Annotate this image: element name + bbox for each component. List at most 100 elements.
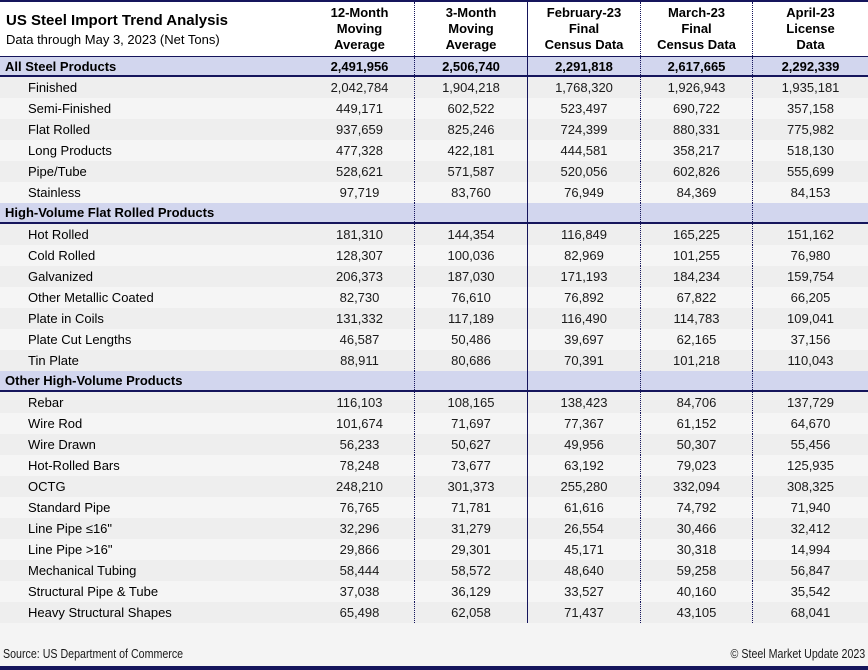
cell-value: 80,686 bbox=[415, 350, 528, 371]
table-row: Mechanical Tubing 58,444 58,572 48,640 5… bbox=[0, 560, 868, 581]
table-row: Hot Rolled 181,310 144,354 116,849 165,2… bbox=[0, 224, 868, 245]
cell-value: 33,527 bbox=[528, 581, 641, 602]
cell-value: 825,246 bbox=[415, 119, 528, 140]
cell-value: 117,189 bbox=[415, 308, 528, 329]
cell-value: 84,706 bbox=[641, 392, 753, 413]
cell-value: 50,627 bbox=[415, 434, 528, 455]
row-label: Line Pipe ≤16" bbox=[28, 521, 113, 536]
cell-value: 1,904,218 bbox=[415, 77, 528, 98]
table-row: Structural Pipe & Tube 37,038 36,129 33,… bbox=[0, 581, 868, 602]
cell-value: 602,826 bbox=[641, 161, 753, 182]
cell-value: 131,332 bbox=[305, 308, 415, 329]
cell-value bbox=[641, 371, 753, 390]
cell-value: 477,328 bbox=[305, 140, 415, 161]
table-row: Galvanized 206,373 187,030 171,193 184,2… bbox=[0, 266, 868, 287]
footer-source: Source: US Department of Commerce bbox=[3, 646, 184, 661]
table-row: Semi-Finished 449,171 602,522 523,497 69… bbox=[0, 98, 868, 119]
cell-value: 2,291,818 bbox=[528, 57, 641, 75]
cell-value: 128,307 bbox=[305, 245, 415, 266]
cell-value: 97,719 bbox=[305, 182, 415, 203]
cell-value: 88,911 bbox=[305, 350, 415, 371]
row-label: High-Volume Flat Rolled Products bbox=[5, 205, 215, 220]
row-label: Semi-Finished bbox=[28, 101, 112, 116]
cell-value: 31,279 bbox=[415, 518, 528, 539]
cell-value: 255,280 bbox=[528, 476, 641, 497]
cell-value: 101,218 bbox=[641, 350, 753, 371]
cell-value: 48,640 bbox=[528, 560, 641, 581]
table-row: Hot-Rolled Bars 78,248 73,677 63,192 79,… bbox=[0, 455, 868, 476]
cell-value: 64,670 bbox=[790, 416, 831, 431]
cell-value: 43,105 bbox=[641, 602, 753, 623]
table-row: Rebar 116,103 108,165 138,423 84,706 137… bbox=[0, 392, 868, 413]
table-row: Standard Pipe 76,765 71,781 61,616 74,79… bbox=[0, 497, 868, 518]
cell-value: 76,765 bbox=[305, 497, 415, 518]
cell-value: 301,373 bbox=[415, 476, 528, 497]
cell-value: 55,456 bbox=[790, 437, 831, 452]
cell-value: 62,058 bbox=[415, 602, 528, 623]
cell-value: 56,847 bbox=[790, 563, 831, 578]
cell-value: 1,768,320 bbox=[528, 77, 641, 98]
cell-value: 76,892 bbox=[528, 287, 641, 308]
cell-value: 2,617,665 bbox=[641, 57, 753, 75]
cell-value: 571,587 bbox=[415, 161, 528, 182]
cell-value: 1,935,181 bbox=[781, 80, 840, 95]
column-header-february-23-final-census: February-23 Final Census Data bbox=[528, 2, 641, 56]
cell-value: 79,023 bbox=[641, 455, 753, 476]
cell-value: 520,056 bbox=[528, 161, 641, 182]
cell-value: 82,969 bbox=[528, 245, 641, 266]
cell-value: 70,391 bbox=[528, 350, 641, 371]
cell-value: 62,165 bbox=[641, 329, 753, 350]
cell-value: 50,486 bbox=[415, 329, 528, 350]
cell-value bbox=[753, 371, 868, 390]
table-row: Tin Plate 88,911 80,686 70,391 101,218 1… bbox=[0, 350, 868, 371]
cell-value: 880,331 bbox=[641, 119, 753, 140]
cell-value: 71,781 bbox=[415, 497, 528, 518]
row-label: Standard Pipe bbox=[28, 500, 111, 515]
cell-value: 26,554 bbox=[528, 518, 641, 539]
cell-value: 77,367 bbox=[528, 413, 641, 434]
row-label: Hot-Rolled Bars bbox=[28, 458, 120, 473]
cell-value: 46,587 bbox=[305, 329, 415, 350]
row-label: Wire Drawn bbox=[28, 437, 96, 452]
cell-value: 68,041 bbox=[790, 605, 831, 620]
cell-value: 165,225 bbox=[641, 224, 753, 245]
cell-value: 66,205 bbox=[790, 290, 831, 305]
page-subtitle: Data through May 3, 2023 (Net Tons) bbox=[6, 31, 220, 47]
cell-value: 332,094 bbox=[641, 476, 753, 497]
cell-value: 84,153 bbox=[790, 185, 831, 200]
row-label: OCTG bbox=[28, 479, 66, 494]
table-row: All Steel Products 2,491,956 2,506,740 2… bbox=[0, 56, 868, 77]
row-label: Rebar bbox=[28, 395, 64, 410]
cell-value: 187,030 bbox=[415, 266, 528, 287]
cell-value: 159,754 bbox=[787, 269, 834, 284]
cell-value: 29,866 bbox=[305, 539, 415, 560]
page-title: US Steel Import Trend Analysis bbox=[6, 11, 229, 29]
cell-value: 61,616 bbox=[528, 497, 641, 518]
cell-value: 206,373 bbox=[305, 266, 415, 287]
cell-value: 32,296 bbox=[305, 518, 415, 539]
cell-value: 78,248 bbox=[305, 455, 415, 476]
table-row: Finished 2,042,784 1,904,218 1,768,320 1… bbox=[0, 77, 868, 98]
table-row: OCTG 248,210 301,373 255,280 332,094 308… bbox=[0, 476, 868, 497]
table-row: Line Pipe ≤16" 32,296 31,279 26,554 30,4… bbox=[0, 518, 868, 539]
page-footer: Source: US Department of Commerce © Stee… bbox=[0, 623, 868, 670]
row-label: Stainless bbox=[28, 185, 81, 200]
row-label: Long Products bbox=[28, 143, 112, 158]
table-row: Stainless 97,719 83,760 76,949 84,369 84… bbox=[0, 182, 868, 203]
row-label: Tin Plate bbox=[28, 353, 79, 368]
footer-copyright: © Steel Market Update 2023 bbox=[730, 646, 865, 661]
row-label: Other Metallic Coated bbox=[28, 290, 154, 305]
table-header: US Steel Import Trend Analysis Data thro… bbox=[0, 2, 868, 56]
cell-value: 40,160 bbox=[641, 581, 753, 602]
cell-value: 37,156 bbox=[790, 332, 831, 347]
cell-value: 724,399 bbox=[528, 119, 641, 140]
cell-value: 30,318 bbox=[641, 539, 753, 560]
cell-value: 137,729 bbox=[787, 395, 834, 410]
cell-value: 65,498 bbox=[305, 602, 415, 623]
row-label: Mechanical Tubing bbox=[28, 563, 137, 578]
cell-value: 2,491,956 bbox=[305, 57, 415, 75]
cell-value bbox=[641, 203, 753, 222]
column-header-april-23-license-data: April-23 License Data bbox=[786, 5, 835, 52]
cell-value: 29,301 bbox=[415, 539, 528, 560]
table-row: Line Pipe >16" 29,866 29,301 45,171 30,3… bbox=[0, 539, 868, 560]
